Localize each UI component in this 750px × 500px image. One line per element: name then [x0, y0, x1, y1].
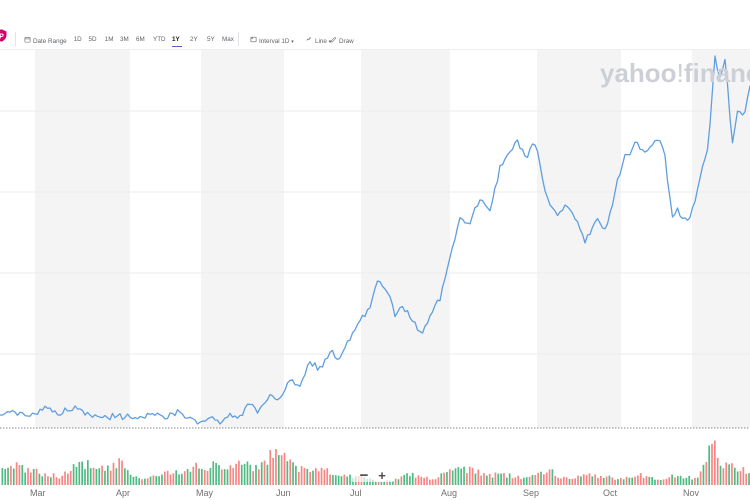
- svg-text:P: P: [0, 33, 4, 40]
